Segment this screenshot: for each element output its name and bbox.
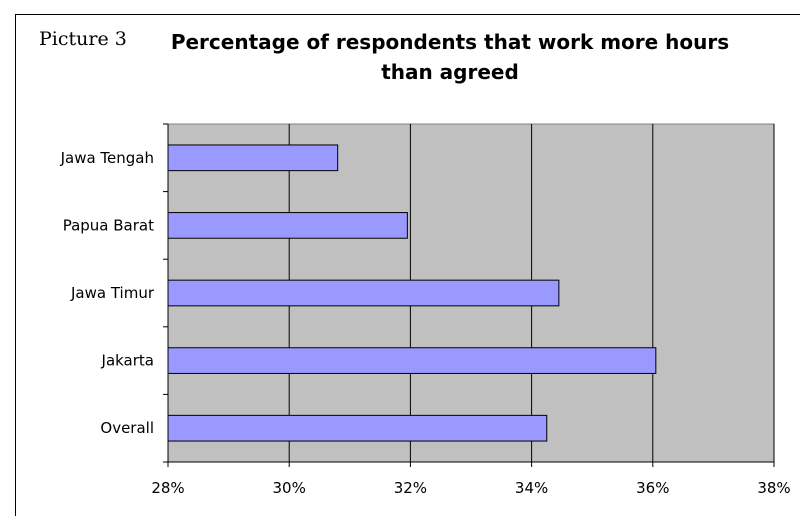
x-tick-label-2: 32% <box>394 479 427 497</box>
category-label-2: Jawa Timur <box>70 284 155 302</box>
x-tick-label-1: 30% <box>273 479 306 497</box>
category-label-4: Overall <box>100 419 154 437</box>
category-label-0: Jawa Tengah <box>60 149 154 167</box>
bar-2 <box>167 279 560 307</box>
chart-title: Percentage of respondents that work more… <box>150 27 750 87</box>
chart-title-line-1: Percentage of respondents that work more… <box>170 30 730 54</box>
x-tick-label-4: 36% <box>636 479 669 497</box>
bar-0 <box>167 144 339 172</box>
chart-frame <box>15 14 800 516</box>
bar-3 <box>167 347 657 374</box>
bar-1 <box>167 212 408 239</box>
category-label-1: Papua Barat <box>63 216 154 234</box>
x-tick-label-3: 34% <box>515 479 548 497</box>
figure-caption: Picture 3 <box>39 28 127 50</box>
category-label-3: Jakarta <box>101 352 154 370</box>
x-tick-label-5: 38% <box>757 479 790 497</box>
x-tick-label-0: 28% <box>151 479 184 497</box>
chart-title-line-2: than agreed <box>381 60 519 84</box>
bar-4 <box>167 414 548 442</box>
